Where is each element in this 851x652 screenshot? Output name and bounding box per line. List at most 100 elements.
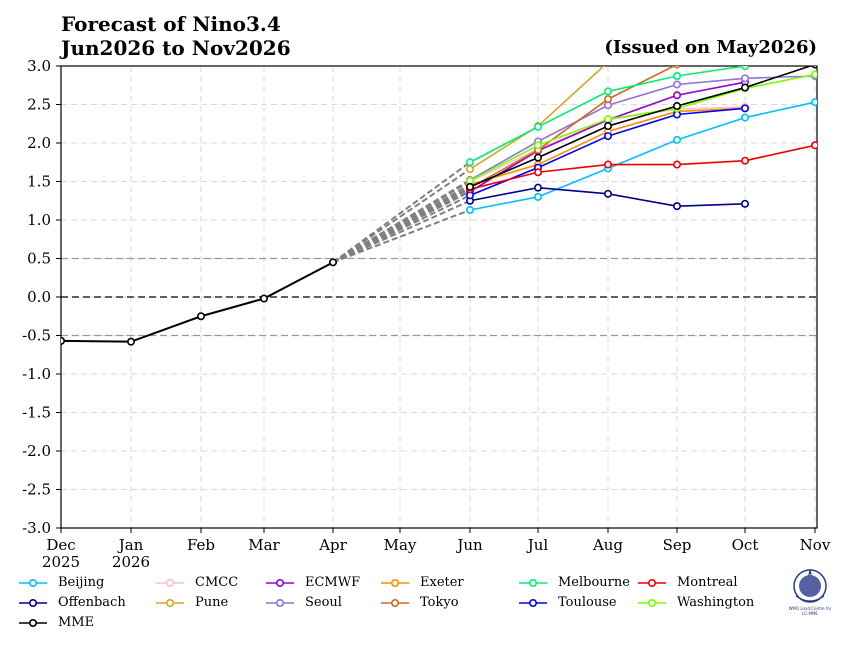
series-line-mme <box>469 66 813 188</box>
connector-melbourne <box>332 161 471 264</box>
legend-item-exeter: Exeter <box>380 575 464 590</box>
series-point-tokyo <box>603 95 612 104</box>
series-point-washington <box>811 70 817 79</box>
series-line-washington <box>469 73 816 182</box>
series-point-mme <box>533 153 542 162</box>
y-tick-label: 2.0 <box>27 134 51 152</box>
legend-marker-icon <box>19 578 47 587</box>
x-tick-label: Jul <box>526 536 549 554</box>
series-point-offenbach <box>740 199 749 208</box>
series-point-toulouse <box>740 104 749 113</box>
y-tick-label: -2.5 <box>22 481 51 499</box>
series-point-melbourne <box>465 158 474 167</box>
observed-point <box>197 312 206 321</box>
series-point-beijing <box>811 98 817 107</box>
series-point-tokyo <box>673 66 681 69</box>
series-point-melbourne <box>603 87 612 96</box>
series-point-melbourne <box>672 72 681 81</box>
x-tick-label: Feb <box>187 536 215 554</box>
svg-text:LC-MME: LC-MME <box>802 611 818 616</box>
series-point-mme <box>811 66 817 69</box>
legend-label-beijing: Beijing <box>58 575 105 590</box>
series-point-montreal <box>740 156 749 165</box>
series-point-montreal <box>603 160 612 169</box>
legend-marker-icon <box>156 578 184 587</box>
legend-marker-icon <box>381 578 409 587</box>
series-point-montreal <box>672 160 681 169</box>
x-tick-label: Sep <box>663 536 692 554</box>
observed-point <box>61 336 65 345</box>
series-point-beijing <box>740 113 749 122</box>
series-line-montreal <box>469 144 816 190</box>
series-point-washington <box>533 141 542 150</box>
series-point-mme <box>672 102 681 111</box>
legend-item-beijing: Beijing <box>18 575 104 590</box>
chart-title: Forecast of Nino3.4 <box>61 12 281 36</box>
connector-tokyo <box>332 186 471 264</box>
legend-marker-icon <box>266 598 294 607</box>
x-tick-label: Mar <box>248 536 280 554</box>
series-point-ecmwf <box>672 91 681 100</box>
connector-toulouse <box>332 194 471 264</box>
x-tick-label: May <box>384 536 417 554</box>
legend-item-cmcc: CMCC <box>155 575 238 590</box>
legend-label-pune: Pune <box>195 595 229 610</box>
legend-label-washington: Washington <box>677 595 755 610</box>
nino34-forecast-chart: 3.0 2.5 2.0 1.5 1.0 0.5 0.0 -0.5 -1.0 -1.5 -2.0 -2.… <box>22 40 831 571</box>
series-point-melbourne <box>741 66 749 70</box>
observed-point <box>259 294 268 303</box>
legend-label-toulouse: Toulouse <box>558 595 617 610</box>
x-tick-label: 2025 <box>42 553 80 571</box>
series-line-pune <box>469 66 605 170</box>
legend-label-montreal: Montreal <box>677 575 738 590</box>
legend: Beijing Offenbach MME CMCC Pune ECMWF Seoul Exe… <box>18 575 788 635</box>
observed-point <box>328 258 337 267</box>
legend-marker-icon <box>638 598 666 607</box>
series-line-seoul <box>469 75 816 181</box>
plot-area <box>61 40 817 346</box>
legend-item-seoul: Seoul <box>265 595 342 610</box>
x-tick-label: 2026 <box>112 553 150 571</box>
series-point-pune <box>465 165 474 174</box>
series-point-offenbach <box>603 189 612 198</box>
legend-marker-icon <box>519 598 547 607</box>
legend-marker-icon <box>519 578 547 587</box>
connector-montreal <box>332 188 471 264</box>
series-point-seoul <box>672 80 681 89</box>
series-line-beijing <box>469 101 816 211</box>
legend-item-washington: Washington <box>637 595 754 610</box>
legend-marker-icon <box>638 578 666 587</box>
y-tick-label: 0.5 <box>27 250 51 268</box>
series-point-pune <box>606 66 610 67</box>
y-tick-label: 0.0 <box>27 288 51 306</box>
legend-item-ecmwf: ECMWF <box>265 575 360 590</box>
y-tick-label: -1.0 <box>22 365 51 383</box>
legend-item-montreal: Montreal <box>637 575 738 590</box>
legend-item-melbourne: Melbourne <box>518 575 630 590</box>
x-tick-label: Aug <box>592 536 623 554</box>
observed-line <box>61 261 334 343</box>
series-point-tokyo <box>742 40 748 46</box>
observed-point <box>127 337 136 346</box>
wmo-logo-icon: WMO Lead Centre for LC-MME <box>789 568 832 616</box>
series-point-melbourne <box>533 122 542 131</box>
svg-text:WMO Lead Centre for: WMO Lead Centre for <box>789 606 832 611</box>
legend-marker-icon <box>19 598 47 607</box>
series-point-beijing <box>533 192 542 201</box>
connector-washington <box>332 179 471 264</box>
y-tick-label: -2.0 <box>22 442 51 460</box>
y-tick-label: -3.0 <box>22 519 51 537</box>
x-tick-label: Jun <box>455 536 483 554</box>
series-point-beijing <box>672 135 681 144</box>
series-point-mme <box>603 122 612 131</box>
y-tick-label: -1.5 <box>22 404 51 422</box>
legend-label-ecmwf: ECMWF <box>305 575 361 590</box>
series-point-washington <box>603 115 612 124</box>
legend-marker-icon <box>156 598 184 607</box>
x-tick-label: Oct <box>732 536 759 554</box>
legend-marker-icon <box>266 578 294 587</box>
legend-item-offenbach: Offenbach <box>18 595 126 610</box>
legend-item-mme: MME <box>18 615 94 630</box>
x-tick-label: Nov <box>800 536 831 554</box>
y-tick-label: 2.5 <box>27 96 51 114</box>
